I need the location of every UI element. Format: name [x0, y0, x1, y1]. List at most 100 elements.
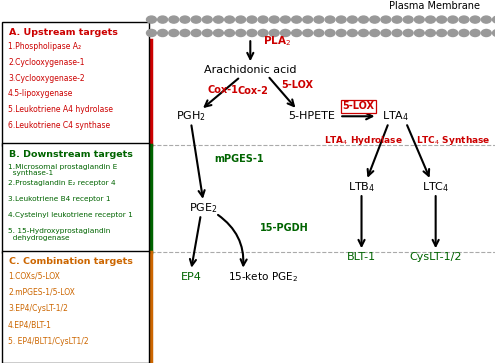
Text: 2.mPGES-1/5-LOX: 2.mPGES-1/5-LOX — [8, 288, 75, 297]
Circle shape — [470, 29, 480, 36]
Text: 2.Prostaglandin E₂ receptor 4: 2.Prostaglandin E₂ receptor 4 — [8, 180, 116, 186]
Text: 1.Microsomal prostaglandin E
  synthase-1: 1.Microsomal prostaglandin E synthase-1 — [8, 164, 117, 177]
Text: PGH$_2$: PGH$_2$ — [176, 109, 206, 123]
Circle shape — [436, 29, 446, 36]
Circle shape — [448, 29, 458, 36]
Circle shape — [292, 16, 302, 23]
Text: 3.EP4/CysLT-1/2: 3.EP4/CysLT-1/2 — [8, 304, 68, 313]
Text: C. Combination targets: C. Combination targets — [9, 257, 133, 266]
Circle shape — [280, 29, 290, 36]
Circle shape — [314, 29, 324, 36]
Circle shape — [214, 29, 224, 36]
Circle shape — [202, 29, 212, 36]
Circle shape — [314, 16, 324, 23]
Circle shape — [381, 16, 391, 23]
Circle shape — [191, 16, 201, 23]
Circle shape — [482, 29, 491, 36]
Text: PGE$_2$: PGE$_2$ — [189, 201, 218, 215]
Circle shape — [180, 29, 190, 36]
Circle shape — [492, 29, 500, 36]
Circle shape — [392, 16, 402, 23]
Circle shape — [336, 29, 346, 36]
Circle shape — [169, 29, 178, 36]
Circle shape — [146, 16, 156, 23]
Text: Cox-1: Cox-1 — [208, 85, 238, 95]
Circle shape — [303, 29, 312, 36]
Circle shape — [224, 16, 234, 23]
Circle shape — [202, 16, 212, 23]
Text: BLT-1: BLT-1 — [347, 253, 376, 262]
Text: 1.COXs/5-LOX: 1.COXs/5-LOX — [8, 272, 60, 281]
Circle shape — [236, 16, 246, 23]
Text: 4.5-lipoxygenase: 4.5-lipoxygenase — [8, 90, 74, 98]
Text: A. Upstream targets: A. Upstream targets — [9, 28, 118, 37]
Text: 5-HPETE: 5-HPETE — [288, 111, 336, 121]
Circle shape — [470, 16, 480, 23]
FancyBboxPatch shape — [2, 251, 149, 363]
Circle shape — [280, 16, 290, 23]
Circle shape — [258, 29, 268, 36]
Circle shape — [358, 16, 368, 23]
Text: 3.Leukotriene B4 receptor 1: 3.Leukotriene B4 receptor 1 — [8, 196, 111, 202]
Circle shape — [270, 16, 279, 23]
Circle shape — [303, 16, 312, 23]
Text: 5.Leukotriene A4 hydrolase: 5.Leukotriene A4 hydrolase — [8, 105, 113, 114]
Text: mPGES-1: mPGES-1 — [214, 154, 264, 164]
Circle shape — [403, 29, 413, 36]
Circle shape — [482, 16, 491, 23]
Text: LTC$_4$: LTC$_4$ — [422, 180, 450, 194]
Text: Plasma Membrane: Plasma Membrane — [389, 1, 480, 11]
Text: LTA$_4$ Hydrolase: LTA$_4$ Hydrolase — [324, 134, 404, 147]
Text: 2.Cyclooxygenase-1: 2.Cyclooxygenase-1 — [8, 58, 85, 67]
Text: 5-LOX: 5-LOX — [282, 79, 314, 90]
Circle shape — [236, 29, 246, 36]
Circle shape — [336, 16, 346, 23]
Text: Arachidonic acid: Arachidonic acid — [204, 66, 296, 75]
Circle shape — [325, 29, 335, 36]
Circle shape — [292, 29, 302, 36]
Circle shape — [180, 16, 190, 23]
Circle shape — [414, 29, 424, 36]
Circle shape — [414, 16, 424, 23]
Circle shape — [459, 29, 469, 36]
Text: CysLT-1/2: CysLT-1/2 — [410, 253, 462, 262]
Circle shape — [370, 29, 380, 36]
Circle shape — [492, 16, 500, 23]
FancyBboxPatch shape — [2, 143, 149, 253]
Circle shape — [348, 29, 358, 36]
Circle shape — [247, 16, 257, 23]
Circle shape — [448, 16, 458, 23]
Text: B. Downstream targets: B. Downstream targets — [9, 150, 133, 159]
Text: 15-PGDH: 15-PGDH — [260, 223, 309, 233]
Circle shape — [381, 29, 391, 36]
Circle shape — [270, 29, 279, 36]
Circle shape — [247, 29, 257, 36]
Text: LTB$_4$: LTB$_4$ — [348, 180, 375, 194]
Circle shape — [191, 29, 201, 36]
Text: 3.Cyclooxygenase-2: 3.Cyclooxygenase-2 — [8, 74, 85, 83]
Circle shape — [358, 29, 368, 36]
Circle shape — [158, 16, 168, 23]
Text: LTC$_4$ Synthase: LTC$_4$ Synthase — [416, 134, 490, 147]
Text: 6.Leukotriene C4 synthase: 6.Leukotriene C4 synthase — [8, 121, 110, 130]
Text: Cox-2: Cox-2 — [238, 86, 268, 96]
Text: EP4: EP4 — [180, 272, 202, 282]
Circle shape — [370, 16, 380, 23]
Text: 4.Cysteinyl leukotriene receptor 1: 4.Cysteinyl leukotriene receptor 1 — [8, 212, 133, 218]
Circle shape — [325, 16, 335, 23]
Circle shape — [146, 29, 156, 36]
Circle shape — [459, 16, 469, 23]
Text: LTA$_4$: LTA$_4$ — [382, 109, 409, 123]
Circle shape — [258, 16, 268, 23]
Text: 5. 15-Hydroxyprostaglandin
  dehydrogenase: 5. 15-Hydroxyprostaglandin dehydrogenase — [8, 228, 111, 241]
Circle shape — [392, 29, 402, 36]
Circle shape — [224, 29, 234, 36]
Text: 4.EP4/BLT-1: 4.EP4/BLT-1 — [8, 321, 52, 330]
FancyBboxPatch shape — [2, 22, 149, 146]
Circle shape — [214, 16, 224, 23]
Circle shape — [436, 16, 446, 23]
Circle shape — [158, 29, 168, 36]
Circle shape — [426, 29, 436, 36]
Text: 15-keto PGE$_2$: 15-keto PGE$_2$ — [228, 270, 298, 284]
Text: 1.Phospholipase A₂: 1.Phospholipase A₂ — [8, 42, 81, 51]
